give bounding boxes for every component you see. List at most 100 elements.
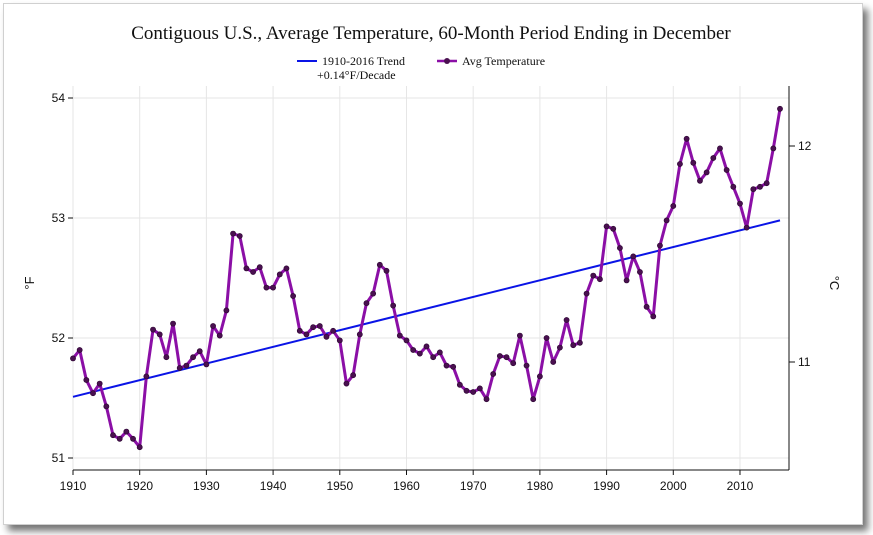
data-point: [236, 233, 243, 239]
x-tick-label: 2000: [660, 479, 687, 493]
data-point: [663, 217, 670, 224]
data-point: [283, 265, 290, 272]
data-point: [376, 261, 383, 268]
x-tick-label: 1930: [193, 479, 220, 493]
data-point: [556, 344, 563, 351]
x-tick-label: 1980: [527, 479, 554, 493]
x-tick-label: 1950: [326, 479, 353, 493]
data-point: [637, 269, 643, 275]
data-point: [750, 186, 757, 193]
data-point: [443, 362, 450, 369]
data-point: [403, 337, 410, 344]
y-tick-label: 52: [52, 331, 66, 345]
trend-line: [72, 219, 781, 398]
data-point: [70, 355, 76, 362]
x-tick-label: 2010: [727, 479, 754, 493]
gridlines: [72, 86, 789, 470]
legend-avg-marker: [444, 58, 450, 64]
data-point: [296, 327, 303, 334]
data-point: [370, 290, 377, 297]
data-point: [116, 435, 123, 442]
data-point: [303, 331, 310, 338]
data-point: [570, 342, 577, 349]
data-point: [263, 284, 270, 291]
data-point: [590, 272, 597, 279]
data-point: [577, 339, 583, 346]
left-axis-unit: °F: [22, 276, 37, 289]
x-tick-label: 1990: [593, 479, 620, 493]
data-point: [343, 380, 350, 387]
data-point: [717, 145, 723, 152]
data-point: [103, 403, 110, 410]
data-point: [643, 303, 650, 310]
data-point: [143, 373, 150, 380]
data-point: [363, 300, 370, 307]
chart-title: Contiguous U.S., Average Temperature, 60…: [131, 23, 731, 44]
x-tick-label: 1920: [126, 479, 153, 493]
data-point: [617, 245, 623, 251]
data-point: [110, 432, 116, 439]
data-point: [163, 354, 170, 361]
data-point: [96, 380, 103, 387]
data-point: [170, 320, 176, 327]
right-axis-unit: °C: [827, 276, 842, 291]
data-point: [630, 253, 637, 260]
data-point: [496, 353, 503, 359]
data-point: [743, 224, 750, 231]
right-tick-label: 11: [798, 355, 811, 369]
data-point: [757, 183, 763, 190]
legend-trend-label: 1910-2016 Trend: [322, 54, 405, 68]
legend: 1910-2016 Trend +0.14°F/Decade Avg Tempe…: [297, 54, 545, 82]
data-point: [603, 223, 610, 230]
data-point: [250, 269, 256, 275]
data-point: [697, 177, 703, 184]
data-point: [543, 335, 550, 341]
data-point: [710, 155, 717, 161]
data-point: [323, 333, 330, 340]
data-point: [210, 323, 216, 329]
x-tick-label: 1960: [393, 479, 420, 493]
data-point: [330, 327, 337, 334]
avg-temperature-line: [71, 108, 782, 449]
right-tick-label: 12: [798, 139, 812, 153]
data-point: [270, 284, 276, 291]
data-point: [730, 183, 737, 190]
data-point: [463, 387, 470, 394]
y-tick-label: 53: [52, 211, 66, 225]
data-point: [156, 331, 163, 338]
right-axis-ticks: 11 12: [789, 139, 812, 369]
x-tick-label: 1940: [260, 479, 287, 493]
data-point: [550, 359, 557, 365]
data-point: [383, 267, 390, 274]
data-point: [430, 354, 437, 361]
data-point: [677, 161, 683, 167]
data-point: [670, 203, 677, 209]
data-point: [150, 326, 156, 333]
data-point: [470, 389, 477, 395]
data-point: [436, 349, 443, 356]
y-tick-label: 54: [52, 91, 66, 105]
data-point: [683, 135, 690, 142]
data-point: [450, 363, 457, 370]
data-point: [410, 347, 417, 353]
data-point: [583, 290, 590, 297]
data-point: [350, 372, 357, 379]
data-point: [290, 293, 297, 299]
data-point: [657, 242, 663, 249]
data-point: [356, 331, 363, 338]
data-point: [83, 377, 90, 383]
data-point: [770, 145, 777, 152]
data-point: [530, 396, 537, 403]
data-point: [136, 444, 143, 451]
data-point: [563, 317, 570, 323]
series-group: [70, 105, 783, 451]
data-point: [737, 200, 743, 207]
data-point: [130, 435, 136, 442]
data-point: [650, 313, 657, 320]
data-point: [276, 271, 283, 278]
data-point: [196, 348, 203, 355]
data-point: [623, 277, 630, 284]
data-point: [490, 371, 497, 377]
data-point: [516, 332, 523, 339]
